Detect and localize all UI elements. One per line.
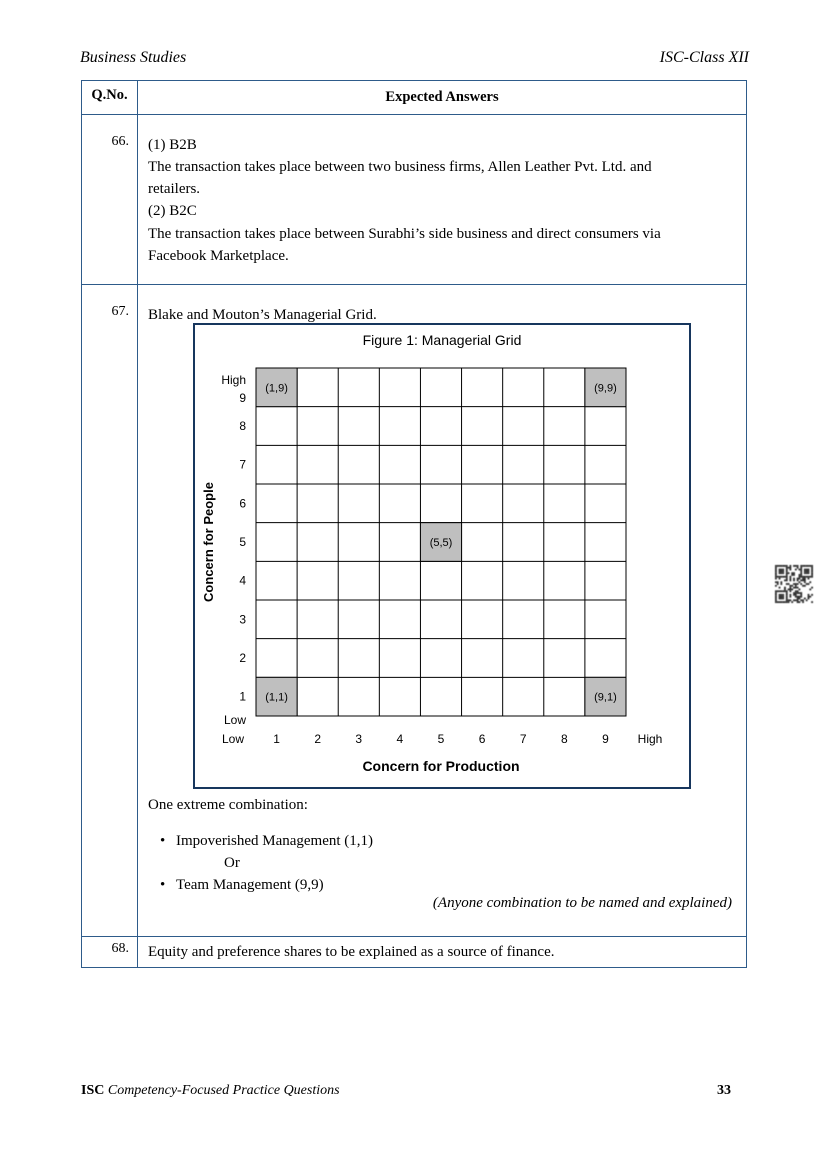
- svg-text:Figure 1: Managerial Grid: Figure 1: Managerial Grid: [363, 332, 522, 348]
- svg-text:3: 3: [355, 732, 362, 746]
- svg-text:High: High: [638, 732, 663, 746]
- svg-text:Concern for Production: Concern for Production: [362, 758, 519, 774]
- svg-text:6: 6: [239, 496, 246, 510]
- svg-text:(1,9): (1,9): [265, 382, 288, 394]
- svg-text:7: 7: [520, 732, 527, 746]
- svg-text:1: 1: [239, 689, 246, 703]
- svg-text:Low: Low: [222, 732, 244, 746]
- svg-text:8: 8: [561, 732, 568, 746]
- svg-text:9: 9: [602, 732, 609, 746]
- svg-text:(9,9): (9,9): [594, 382, 617, 394]
- svg-text:5: 5: [239, 535, 246, 549]
- svg-text:4: 4: [397, 732, 404, 746]
- svg-text:6: 6: [479, 732, 486, 746]
- svg-text:4: 4: [239, 573, 246, 587]
- svg-text:3: 3: [239, 612, 246, 626]
- svg-text:2: 2: [239, 651, 246, 665]
- svg-text:7: 7: [239, 457, 246, 471]
- svg-text:2: 2: [314, 732, 321, 746]
- svg-text:5: 5: [438, 732, 445, 746]
- svg-text:1: 1: [273, 732, 280, 746]
- svg-text:Concern for People: Concern for People: [201, 482, 216, 602]
- svg-text:8: 8: [239, 419, 246, 433]
- svg-text:(1,1): (1,1): [265, 691, 288, 703]
- svg-text:High: High: [221, 373, 246, 387]
- svg-text:Low: Low: [224, 713, 246, 727]
- svg-text:(9,1): (9,1): [594, 691, 617, 703]
- svg-text:(5,5): (5,5): [430, 537, 453, 549]
- svg-text:9: 9: [239, 391, 246, 405]
